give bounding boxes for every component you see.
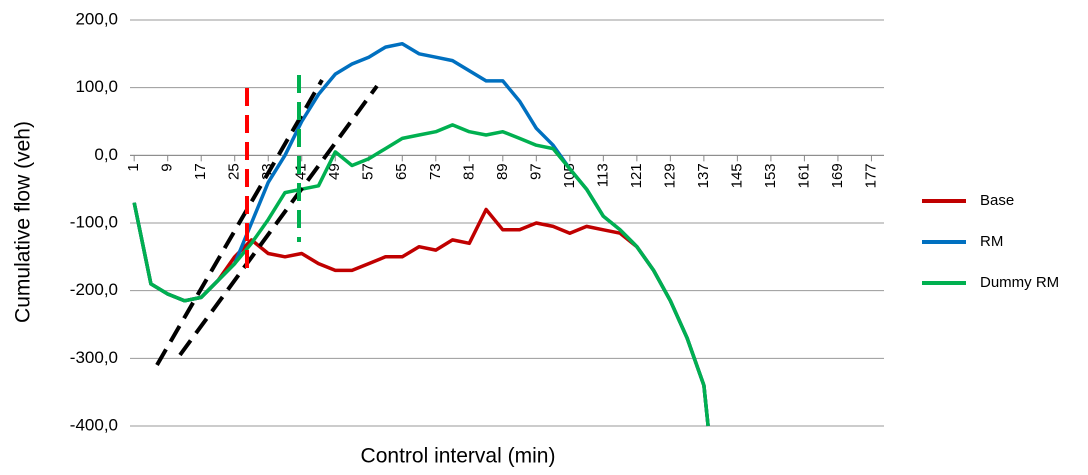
x-axis-label: Control interval (min) bbox=[361, 445, 556, 468]
x-tick-label: 1 bbox=[125, 163, 142, 171]
x-tick-label: 73 bbox=[427, 163, 444, 180]
x-tick-label: 129 bbox=[661, 163, 678, 188]
legend-label: RM bbox=[980, 233, 1003, 250]
plot-area: -400,0 -300,0 -200,0 -100,0 0,0 100,0 200,0 1 9 1… bbox=[70, 9, 884, 434]
dashed-tangent bbox=[155, 78, 324, 367]
y-axis-label: Cumulative flow (veh) bbox=[12, 121, 35, 323]
y-tick-label: -100,0 bbox=[70, 212, 118, 231]
legend-label: Base bbox=[980, 192, 1014, 209]
x-tick-label: 145 bbox=[728, 163, 745, 188]
x-tick-label: 49 bbox=[326, 163, 343, 180]
annotations bbox=[155, 75, 379, 367]
x-tick-label: 41 bbox=[293, 163, 310, 180]
x-tick-label: 57 bbox=[360, 163, 377, 180]
y-tick-label: -300,0 bbox=[70, 348, 118, 367]
x-tick-label: 17 bbox=[192, 163, 209, 180]
x-tick-label: 97 bbox=[527, 163, 544, 180]
legend-label: Dummy RM bbox=[980, 274, 1059, 291]
x-tick-label: 9 bbox=[159, 163, 176, 171]
series-line bbox=[132, 202, 710, 427]
x-tick-label: 161 bbox=[795, 163, 812, 188]
x-tick-label: 65 bbox=[393, 163, 410, 180]
y-tick-label: -200,0 bbox=[70, 280, 118, 299]
y-tick-label: 200,0 bbox=[75, 9, 118, 28]
x-tick-label: 153 bbox=[762, 163, 779, 188]
y-tick-label: -400,0 bbox=[70, 415, 118, 434]
x-tick-label: 25 bbox=[226, 163, 243, 180]
x-tick-label: 169 bbox=[829, 163, 846, 188]
x-tick-label: 89 bbox=[494, 163, 511, 180]
dashed-tangent bbox=[178, 84, 379, 357]
x-tick-label: 121 bbox=[628, 163, 645, 188]
x-tick-label: 113 bbox=[594, 163, 611, 187]
x-tick-label: 105 bbox=[561, 163, 578, 188]
y-tick-label: 0,0 bbox=[94, 145, 118, 164]
x-tick-label: 177 bbox=[862, 163, 879, 188]
y-tick-label: 100,0 bbox=[75, 77, 118, 96]
x-tick-label: 81 bbox=[460, 163, 477, 180]
x-tick-label: 137 bbox=[695, 163, 712, 188]
series-line bbox=[132, 123, 710, 427]
